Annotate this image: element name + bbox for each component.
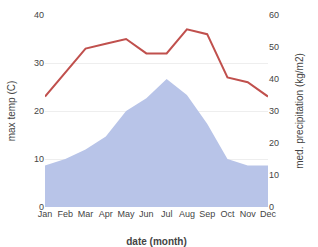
svg-text:Oct: Oct [220, 209, 235, 219]
svg-text:20: 20 [269, 138, 279, 148]
svg-text:date (month): date (month) [126, 236, 187, 247]
svg-text:10: 10 [34, 154, 44, 164]
svg-text:Jul: Jul [161, 209, 173, 219]
svg-text:Nov: Nov [240, 209, 257, 219]
svg-text:Mar: Mar [78, 209, 94, 219]
svg-text:0: 0 [39, 202, 44, 212]
svg-text:50: 50 [269, 42, 279, 52]
svg-text:Jun: Jun [139, 209, 154, 219]
svg-text:30: 30 [34, 58, 44, 68]
svg-text:Aug: Aug [179, 209, 195, 219]
svg-text:max temp (C): max temp (C) [6, 81, 17, 142]
svg-text:40: 40 [269, 74, 279, 84]
svg-text:May: May [118, 209, 136, 219]
svg-text:10: 10 [269, 170, 279, 180]
svg-text:Sep: Sep [199, 209, 215, 219]
svg-text:0: 0 [269, 202, 274, 212]
svg-text:60: 60 [269, 10, 279, 20]
svg-text:Dec: Dec [260, 209, 277, 219]
svg-text:40: 40 [34, 10, 44, 20]
svg-text:med. precipitation (kg/m2): med. precipitation (kg/m2) [294, 53, 305, 169]
svg-text:20: 20 [34, 106, 44, 116]
svg-text:Apr: Apr [99, 209, 113, 219]
svg-text:Jan: Jan [38, 209, 53, 219]
svg-text:30: 30 [269, 106, 279, 116]
svg-text:Feb: Feb [58, 209, 74, 219]
